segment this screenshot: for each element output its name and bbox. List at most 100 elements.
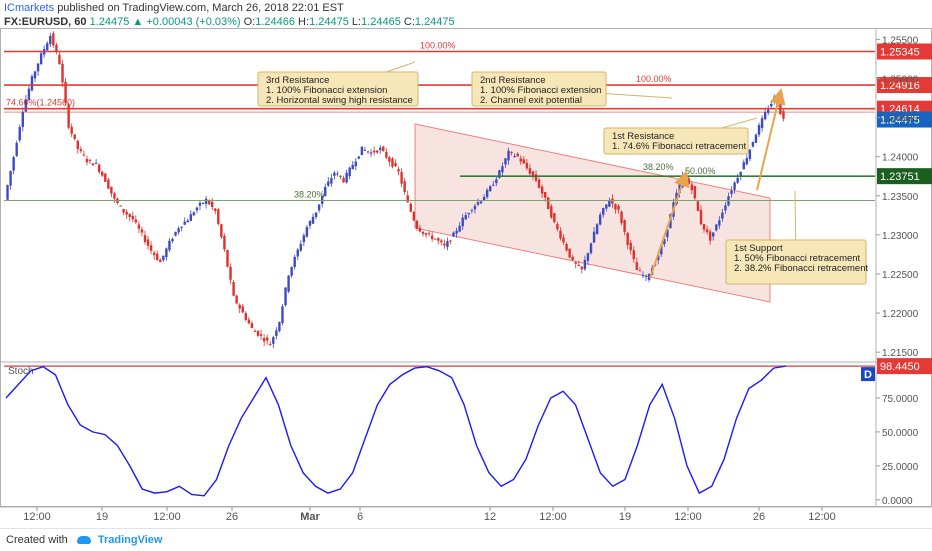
- candle: [369, 149, 373, 157]
- stoch-tick-label: 50.0000: [882, 428, 919, 439]
- fib-label: 38.20%: [643, 162, 674, 172]
- price-tick-label: 1.23500: [882, 192, 919, 203]
- candle: [547, 196, 550, 210]
- tradingview-brand[interactable]: TradingView: [97, 534, 163, 546]
- candle-body: [409, 203, 412, 212]
- candle-body: [550, 206, 553, 218]
- candle-body: [400, 172, 403, 184]
- candle-body: [391, 158, 394, 167]
- candle-body: [324, 187, 327, 197]
- candle-body: [88, 159, 92, 161]
- candle-body: [125, 211, 128, 215]
- candle: [6, 184, 9, 201]
- candle-body: [152, 252, 156, 256]
- candle-body: [467, 213, 471, 215]
- candle-body: [394, 162, 397, 167]
- candle: [632, 246, 635, 263]
- candle: [757, 122, 761, 138]
- candle-body: [33, 71, 37, 79]
- candle-body: [183, 221, 186, 225]
- candle-body: [235, 295, 238, 304]
- fib-label: 74.60%(1.24560): [6, 98, 75, 108]
- candle-body: [94, 162, 98, 164]
- candle-body: [547, 197, 550, 210]
- candle-body: [476, 202, 480, 205]
- candle-body: [12, 157, 15, 171]
- candle-body: [375, 150, 379, 153]
- candle: [522, 156, 526, 165]
- price-tick-label: 1.23000: [882, 231, 919, 242]
- candle-body: [568, 248, 571, 258]
- price-tick-label: 1.25000: [882, 74, 919, 85]
- publish-info: published on TradingView.com, March 26, …: [57, 2, 344, 14]
- candle: [244, 310, 248, 322]
- candle: [15, 140, 18, 158]
- candle: [592, 227, 596, 243]
- candle: [580, 266, 584, 274]
- candle-body: [403, 181, 406, 193]
- candle-body: [259, 334, 263, 336]
- candle: [699, 205, 703, 226]
- candle-body: [351, 164, 354, 170]
- candle: [507, 147, 510, 165]
- candle-body: [660, 244, 663, 255]
- candle-body: [449, 240, 452, 242]
- candle-body: [6, 185, 9, 200]
- candle: [357, 156, 361, 160]
- candle: [638, 267, 642, 272]
- stoch-tick-label: 25.0000: [882, 462, 919, 473]
- candle-body: [602, 208, 605, 215]
- candle-body: [678, 184, 681, 194]
- candle: [617, 203, 620, 214]
- candle-body: [357, 156, 361, 159]
- time-tick-label: 12:00: [674, 511, 702, 523]
- candle-body: [320, 195, 324, 204]
- candle: [571, 254, 574, 261]
- candle: [754, 133, 758, 144]
- candle-body: [73, 134, 76, 139]
- candle: [540, 184, 544, 199]
- candle: [437, 237, 440, 245]
- candle-body: [131, 215, 134, 220]
- candle: [149, 241, 153, 255]
- candle-body: [302, 235, 306, 243]
- candle-body: [336, 173, 339, 175]
- candle: [718, 216, 721, 230]
- candle-body: [49, 35, 52, 45]
- candle: [46, 41, 49, 51]
- candle: [482, 194, 486, 201]
- tradingview-logo-icon: [76, 536, 91, 545]
- candle-body: [363, 149, 367, 151]
- candle: [214, 207, 217, 215]
- candle-body: [556, 224, 559, 230]
- candle-body: [663, 239, 666, 245]
- candle: [568, 248, 571, 259]
- candle: [67, 102, 70, 130]
- candle: [623, 219, 626, 236]
- candle-body: [470, 209, 474, 211]
- publish-line: ICmarkets published on TradingView.com, …: [4, 2, 344, 14]
- fib-label: 50.00%: [685, 166, 716, 176]
- time-tick-label: Mar: [300, 511, 320, 523]
- author-link[interactable]: ICmarkets: [4, 2, 55, 14]
- candle-body: [540, 186, 544, 194]
- candle-body: [565, 243, 568, 251]
- candle: [492, 180, 495, 187]
- price-chart[interactable]: 1.253451.249161.246141.244751.23751100.0…: [0, 28, 932, 528]
- candle: [397, 166, 400, 176]
- candle-body: [421, 231, 425, 234]
- candle: [602, 207, 605, 218]
- candle-body: [543, 192, 547, 198]
- candle-body: [586, 253, 590, 261]
- candle-body: [122, 208, 125, 213]
- candle: [348, 166, 351, 180]
- candle: [452, 231, 455, 237]
- candle-body: [119, 205, 122, 207]
- candle: [146, 235, 150, 250]
- candle-body: [195, 207, 199, 211]
- candle-body: [718, 220, 721, 226]
- candle: [693, 185, 697, 201]
- candle-body: [712, 232, 715, 237]
- candle: [479, 200, 483, 205]
